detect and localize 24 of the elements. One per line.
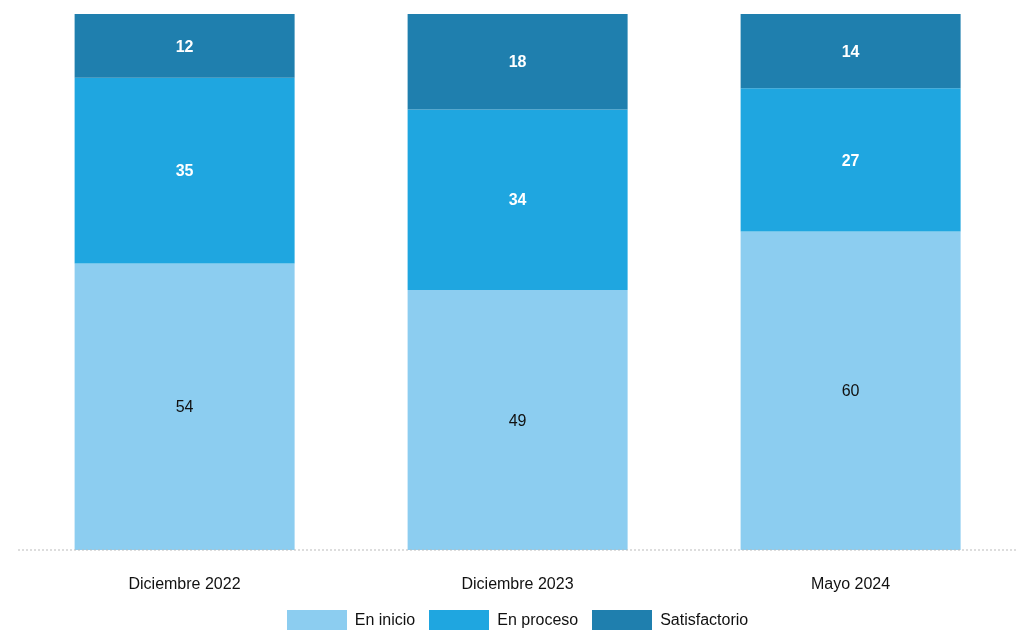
bar <box>74 14 295 78</box>
bar <box>740 88 961 232</box>
data-label: 34 <box>508 191 527 209</box>
data-label: 12 <box>175 37 194 55</box>
bar <box>74 263 295 550</box>
legend-label: En proceso <box>497 611 579 629</box>
data-label: 35 <box>175 162 194 180</box>
x-tick-label: Diciembre 2023 <box>461 575 574 593</box>
data-label: 49 <box>508 411 527 429</box>
bar <box>740 231 961 550</box>
data-label: 27 <box>841 151 860 169</box>
bar <box>407 14 628 110</box>
legend-label: Satisfactorio <box>660 611 749 629</box>
x-tick-label: Mayo 2024 <box>810 575 891 593</box>
data-label: 14 <box>841 42 860 60</box>
legend-label: En inicio <box>354 611 416 629</box>
bar <box>74 77 295 264</box>
x-tick-label: Diciembre 2022 <box>128 575 241 593</box>
bar <box>407 289 628 550</box>
bar <box>740 14 961 89</box>
bar <box>407 109 628 290</box>
data-label: 60 <box>841 382 860 400</box>
data-label: 54 <box>175 398 194 416</box>
data-label: 18 <box>508 53 527 71</box>
